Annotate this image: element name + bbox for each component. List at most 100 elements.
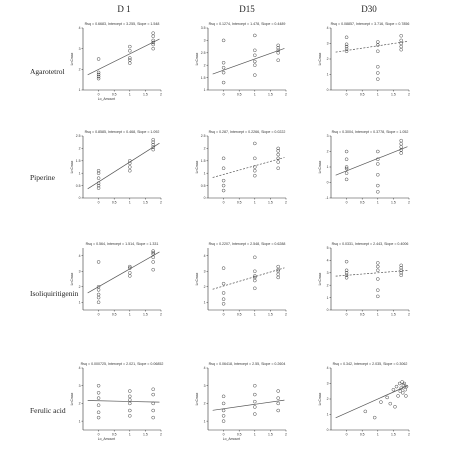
x-tick-label: 1.5 <box>268 433 273 437</box>
data-point <box>376 40 380 44</box>
regression-line <box>212 399 285 411</box>
data-point <box>128 61 132 65</box>
y-axis-label: LnCmax <box>318 52 322 65</box>
data-point <box>253 33 257 38</box>
data-point <box>96 288 101 292</box>
y-tick-label: 1 <box>204 171 206 175</box>
data-point <box>128 44 132 49</box>
data-point <box>402 381 407 386</box>
y-tick-label: 3 <box>79 269 81 273</box>
y-tick-label: 2 <box>204 63 206 67</box>
data-point <box>344 149 349 154</box>
y-tick-label: 1 <box>79 300 81 304</box>
data-point <box>221 65 226 70</box>
data-point <box>344 44 349 49</box>
data-point <box>399 138 403 143</box>
data-point <box>344 271 349 275</box>
data-point <box>376 294 380 299</box>
y-axis-label: LnCmax <box>195 272 199 285</box>
regression-line <box>212 267 285 290</box>
x-tick-label: 2 <box>408 93 410 97</box>
data-point <box>96 168 101 173</box>
data-point <box>221 401 226 406</box>
data-point <box>96 70 101 75</box>
row-header-agarotetrol: Agarotetrol <box>30 67 65 76</box>
y-tick-label: 1 <box>79 88 81 92</box>
y-axis-label: LnCmax <box>195 392 199 405</box>
regression-line <box>212 48 285 75</box>
data-point <box>253 399 257 404</box>
x-tick-label: 1 <box>129 93 131 97</box>
data-point <box>376 162 380 166</box>
data-point <box>363 409 368 414</box>
regression-line <box>212 157 285 178</box>
panel-piperine-d1: Rsq = 0.8585, Intercept = 0.468, Slope =… <box>70 130 162 205</box>
data-point <box>276 269 280 273</box>
x-tick-label: 0 <box>223 93 225 97</box>
data-point <box>376 190 380 194</box>
data-point <box>253 63 257 67</box>
data-point <box>276 46 280 50</box>
x-tick-label: 1.5 <box>268 201 273 205</box>
data-point <box>96 403 101 407</box>
y-tick-label: -1 <box>325 196 328 200</box>
data-point <box>253 173 257 178</box>
regression-line <box>87 38 160 76</box>
data-point <box>276 149 280 153</box>
data-point <box>253 48 257 53</box>
y-tick-label: 3 <box>327 382 329 386</box>
data-point <box>376 261 380 265</box>
data-point <box>221 188 226 193</box>
x-tick-label: 0.5 <box>237 93 242 97</box>
x-axis-label: Lo_Amount <box>223 437 240 441</box>
data-point <box>344 42 349 47</box>
panel-stats: Rsq = 0.000725, Intercept = 2.021, Slope… <box>81 362 164 366</box>
x-tick-label: 1.5 <box>391 93 396 97</box>
column-header-d1: D 1 <box>117 4 130 14</box>
data-point <box>151 267 155 272</box>
data-point <box>96 72 101 77</box>
data-point <box>96 295 101 300</box>
data-point <box>151 40 155 45</box>
y-tick-label: 4 <box>79 366 81 370</box>
x-tick-label: 0 <box>98 313 100 317</box>
data-point <box>151 34 155 39</box>
panel-isoliquiritigenin-d15: Rsq = 0.2207, Intercept = 2.548, Slope =… <box>195 242 287 317</box>
y-tick-label: 1 <box>327 73 329 77</box>
y-axis-label: LnCmax <box>195 52 199 65</box>
data-point <box>151 137 155 142</box>
y-tick-label: 3 <box>204 269 206 273</box>
x-tick-label: 0 <box>346 201 348 205</box>
data-point <box>379 400 383 404</box>
y-tick-label: 4 <box>204 254 206 258</box>
regression-line <box>87 142 160 190</box>
data-point <box>404 384 409 389</box>
y-tick-label: 1 <box>79 419 81 423</box>
panel-stats: Rsq = 0.564, Intercept = 1.514, Slope = … <box>86 242 159 246</box>
x-tick-label: 0.5 <box>237 201 242 205</box>
x-tick-label: 1 <box>254 93 256 97</box>
data-point <box>344 166 349 171</box>
data-point <box>128 161 132 166</box>
data-point <box>344 268 349 273</box>
y-tick-label: 4 <box>327 366 329 370</box>
data-point <box>128 56 132 60</box>
data-point <box>344 157 349 161</box>
panel-ferulic-acid-d1: Rsq = 0.000725, Intercept = 2.021, Slope… <box>70 362 163 441</box>
data-point <box>151 31 155 35</box>
data-point <box>151 249 155 253</box>
panel-stats: Rsq = 0.8585, Intercept = 0.468, Slope =… <box>85 130 160 134</box>
data-point <box>391 387 396 392</box>
data-point <box>221 38 226 43</box>
data-point <box>221 266 226 270</box>
x-tick-label: 1.5 <box>391 201 396 205</box>
y-tick-label: 2 <box>79 68 81 72</box>
data-point <box>96 260 101 264</box>
data-point <box>253 274 257 278</box>
data-point <box>96 181 101 185</box>
data-point <box>344 273 349 278</box>
data-point <box>372 415 377 420</box>
y-tick-label: 0 <box>204 196 206 200</box>
y-tick-label: 0 <box>327 308 329 312</box>
